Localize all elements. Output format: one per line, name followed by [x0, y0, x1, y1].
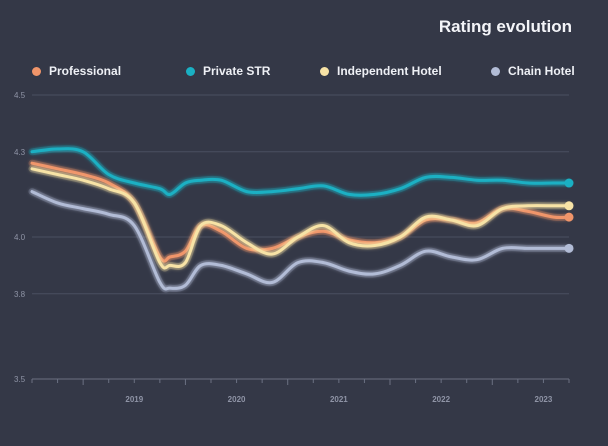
x-axis: [31, 378, 570, 385]
series-line-chain-hotel[interactable]: [30, 190, 571, 291]
series-end-markers: [564, 178, 574, 253]
x-tick-label: 2022: [432, 395, 450, 404]
legend-swatch-chain-hotel: [491, 66, 500, 76]
legend-item-private-str[interactable]: Private STR: [186, 64, 270, 78]
series-end-dot-professional[interactable]: [564, 212, 574, 222]
legend-swatch-professional: [32, 66, 41, 76]
legend-swatch-independent-hotel: [320, 66, 329, 76]
legend-item-independent-hotel[interactable]: Independent Hotel: [320, 64, 442, 78]
series-lines: [28, 145, 573, 293]
series-line-private-str[interactable]: [30, 147, 571, 197]
series-end-dot-chain-hotel[interactable]: [564, 243, 574, 253]
legend-item-chain-hotel[interactable]: Chain Hotel: [491, 64, 575, 78]
x-tick-label: 2019: [125, 395, 143, 404]
y-tick-label: 4.0: [14, 233, 26, 242]
y-tick-label: 4.5: [14, 91, 26, 100]
x-tick-label: 2023: [535, 395, 553, 404]
legend-item-professional[interactable]: Professional: [32, 64, 121, 78]
series-end-dot-independent-hotel[interactable]: [564, 201, 574, 211]
legend-swatch-private-str: [186, 66, 195, 76]
legend-label-private-str: Private STR: [203, 64, 271, 78]
x-tick-label: 2020: [228, 395, 246, 404]
x-axis-ticks: 2019 2020 2021 2022 2023: [125, 395, 552, 404]
x-tick-label: 2021: [330, 395, 348, 404]
chart-legend: Professional Private STR Independent Hot…: [32, 64, 577, 84]
y-tick-label: 3.5: [14, 375, 26, 384]
legend-label-independent-hotel: Independent Hotel: [337, 64, 442, 78]
y-tick-label: 4.3: [14, 148, 26, 157]
y-tick-label: 3.8: [14, 290, 26, 299]
y-axis-ticks: 4.5 4.3 4.0 3.8 3.5: [14, 91, 26, 384]
legend-label-professional: Professional: [49, 64, 122, 78]
legend-label-chain-hotel: Chain Hotel: [508, 64, 575, 78]
series-glow-chain-hotel: [28, 188, 573, 293]
series-end-dot-private-str[interactable]: [564, 178, 574, 188]
chart-title: Rating evolution: [438, 17, 572, 36]
series-line-independent-hotel[interactable]: [30, 167, 571, 270]
